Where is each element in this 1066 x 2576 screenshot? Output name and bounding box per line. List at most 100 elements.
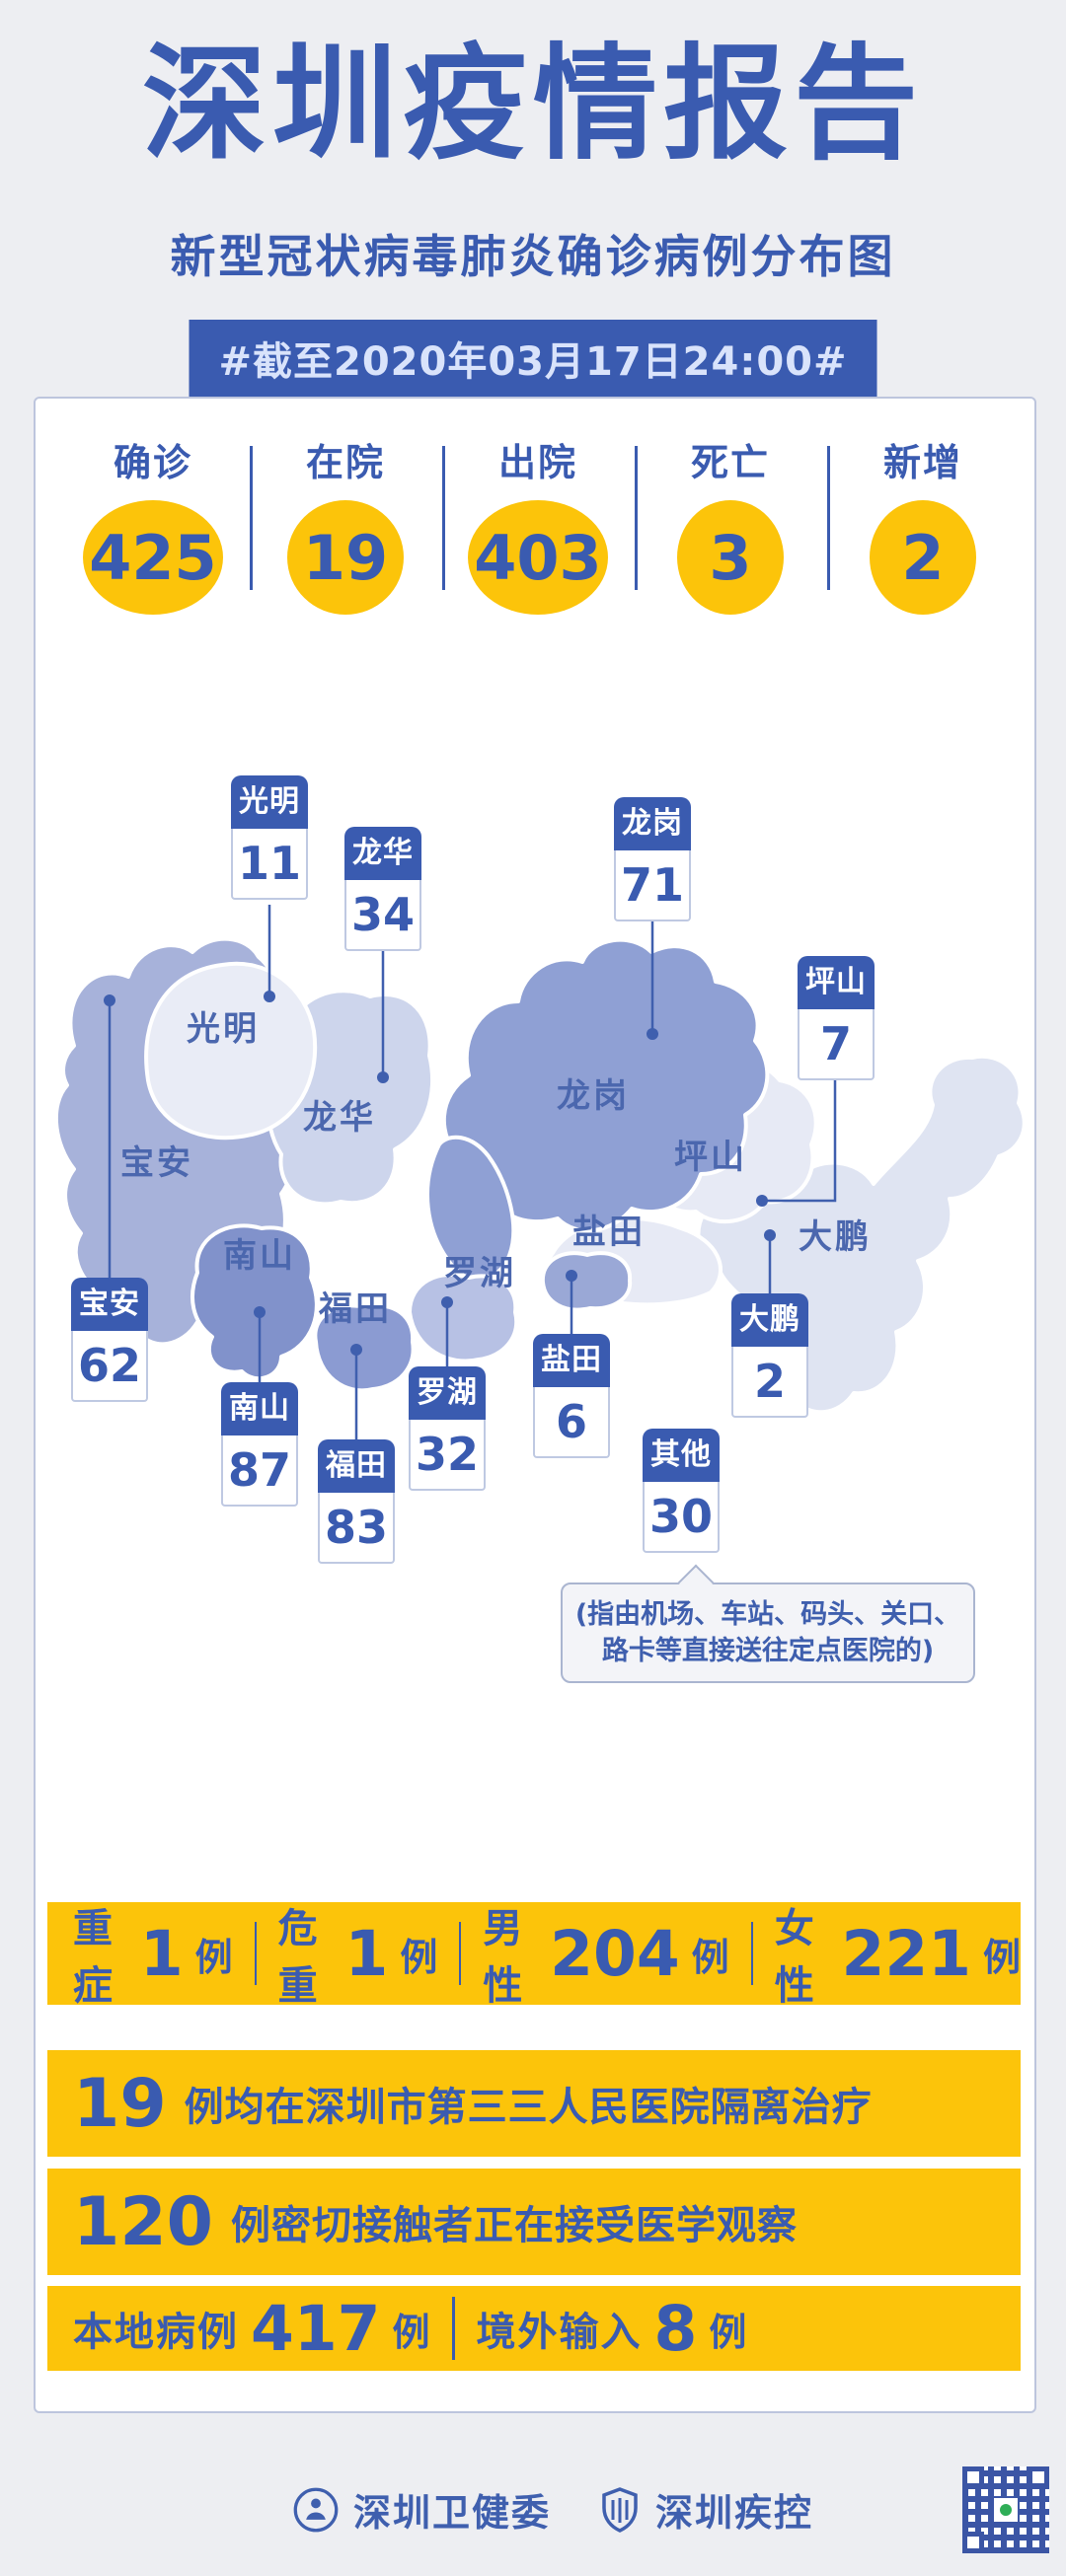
stat-label: 死亡 <box>690 441 770 484</box>
district-card-name: 罗湖 <box>409 1366 486 1420</box>
district-shape-futian <box>313 1303 416 1393</box>
stat-circle: 19 <box>287 500 404 615</box>
district-card-name: 龙岗 <box>614 797 691 850</box>
bar-unit: 例 <box>983 1935 1022 1979</box>
bar-value: 221 <box>841 1917 972 1990</box>
stat-discharged: 出院 403 <box>468 432 608 615</box>
stat-in-hospital: 在院 19 <box>287 432 404 615</box>
connector-dot <box>350 1344 362 1356</box>
bar-value: 204 <box>550 1917 680 1990</box>
other-note-bubble: (指由机场、车站、码头、关口、路卡等直接送往定点医院的) <box>561 1582 975 1683</box>
bar-divider <box>451 2297 455 2360</box>
district-card-value: 83 <box>318 1493 395 1564</box>
bar-label: 本地病例 <box>73 2310 239 2355</box>
stat-circle: 403 <box>468 500 608 615</box>
bar-value: 8 <box>653 2292 698 2365</box>
bar-value: 1 <box>139 1917 184 1990</box>
district-card-value: 2 <box>731 1347 808 1418</box>
stat-label: 确诊 <box>113 441 192 484</box>
district-card-value: 62 <box>71 1331 148 1402</box>
district-card-name: 福田 <box>318 1439 395 1493</box>
bar-value: 417 <box>251 2292 381 2365</box>
stat-confirmed: 确诊 425 <box>83 432 223 615</box>
region-label-nanshan: 南山 <box>223 1236 296 1276</box>
bar-value: 1 <box>344 1917 389 1990</box>
district-shape-yantian <box>540 1251 633 1312</box>
connector-line-pingshan <box>766 1080 837 1203</box>
district-card-other: 其他 30 <box>643 1429 720 1553</box>
stat-value: 3 <box>709 521 752 594</box>
connector-dot <box>441 1296 453 1308</box>
district-card-value: 30 <box>643 1482 720 1553</box>
page-title: 深圳疫情报告 <box>142 32 924 177</box>
region-label-baoan: 宝安 <box>120 1143 193 1183</box>
district-card-guangming: 光明 11 <box>231 775 308 900</box>
bar-unit: 例 <box>392 2310 430 2354</box>
bar-divider <box>254 1922 257 1985</box>
connector-dot <box>764 1229 776 1241</box>
stat-circle: 425 <box>83 500 223 615</box>
origin-bar: 本地病例 417 例 境外输入 8 例 <box>47 2286 1021 2371</box>
bar-divider <box>459 1922 462 1985</box>
hospital-bar: 19 例均在深圳市第三三人民医院隔离治疗 <box>47 2050 1021 2157</box>
bar-label: 男性 <box>483 1906 525 2009</box>
region-label-pingshan: 坪山 <box>674 1138 747 1177</box>
stat-value: 425 <box>89 521 217 594</box>
district-card-value: 6 <box>533 1387 610 1458</box>
cdc-shield-icon <box>602 2486 638 2533</box>
region-label-guangming: 光明 <box>187 1009 260 1049</box>
footer-org-name: 深圳卫健委 <box>353 2491 552 2535</box>
connector-dot <box>647 1028 658 1040</box>
connector-dot <box>264 991 275 1002</box>
district-card-value: 11 <box>231 829 308 900</box>
stat-circle: 2 <box>870 500 976 615</box>
date-badge: #截至2020年03月17日24:00# <box>189 320 877 397</box>
footer-org-health-commission: 深圳卫健委 <box>292 2482 551 2537</box>
district-card-value: 32 <box>409 1420 486 1491</box>
bar-unit: 例 <box>691 1935 729 1979</box>
qr-finder-pattern <box>962 2466 984 2488</box>
severity-gender-bar: 重症 1 例 危重 1 例 男性 204 例 女性 221 例 <box>47 1902 1022 2009</box>
page-subtitle: 新型冠状病毒肺炎确诊病例分布图 <box>170 230 896 283</box>
qr-finder-pattern <box>1028 2466 1049 2488</box>
connector-dot <box>566 1270 577 1282</box>
region-label-longgang: 龙岗 <box>557 1076 630 1116</box>
stat-deaths: 死亡 3 <box>677 432 784 615</box>
district-shape-guangming <box>144 961 318 1141</box>
district-card-baoan: 宝安 62 <box>71 1278 148 1402</box>
district-card-value: 71 <box>614 850 691 921</box>
qr-code <box>962 2466 1049 2553</box>
district-card-name: 龙华 <box>344 827 421 880</box>
stat-new: 新增 2 <box>870 432 976 615</box>
bar-unit: 例 <box>194 1935 233 1979</box>
district-card-name: 其他 <box>643 1429 720 1482</box>
stat-divider <box>635 446 638 590</box>
connector-dot <box>377 1071 389 1083</box>
bar-text: 例均在深圳市第三三人民医院隔离治疗 <box>184 2085 873 2130</box>
district-card-nanshan: 南山 87 <box>221 1382 298 1507</box>
district-card-value: 34 <box>344 880 421 951</box>
stat-label: 出院 <box>497 441 577 484</box>
footer-org-cdc: 深圳疾控 <box>598 2482 813 2537</box>
bar-text: 例密切接触者正在接受医学观察 <box>230 2203 798 2248</box>
district-card-longgang: 龙岗 71 <box>614 797 691 921</box>
district-card-name: 宝安 <box>71 1278 148 1331</box>
connector-dot <box>756 1195 768 1207</box>
region-label-dapeng: 大鹏 <box>799 1217 872 1257</box>
district-card-value: 87 <box>221 1435 298 1507</box>
district-shape-nanshan <box>190 1223 319 1381</box>
bar-divider <box>750 1922 753 1985</box>
bar-label: 境外输入 <box>476 2310 643 2355</box>
health-commission-emblem-icon <box>293 2487 339 2532</box>
district-card-name: 盐田 <box>533 1334 610 1387</box>
stat-circle: 3 <box>677 500 784 615</box>
district-card-name: 南山 <box>221 1382 298 1435</box>
connector-dot <box>254 1306 266 1318</box>
district-shape-longgang <box>441 937 770 1233</box>
region-label-yantian: 盐田 <box>572 1213 646 1252</box>
district-card-name: 坪山 <box>798 956 875 1009</box>
district-card-name: 光明 <box>231 775 308 829</box>
stat-value: 403 <box>474 521 602 594</box>
stat-divider <box>827 446 830 590</box>
